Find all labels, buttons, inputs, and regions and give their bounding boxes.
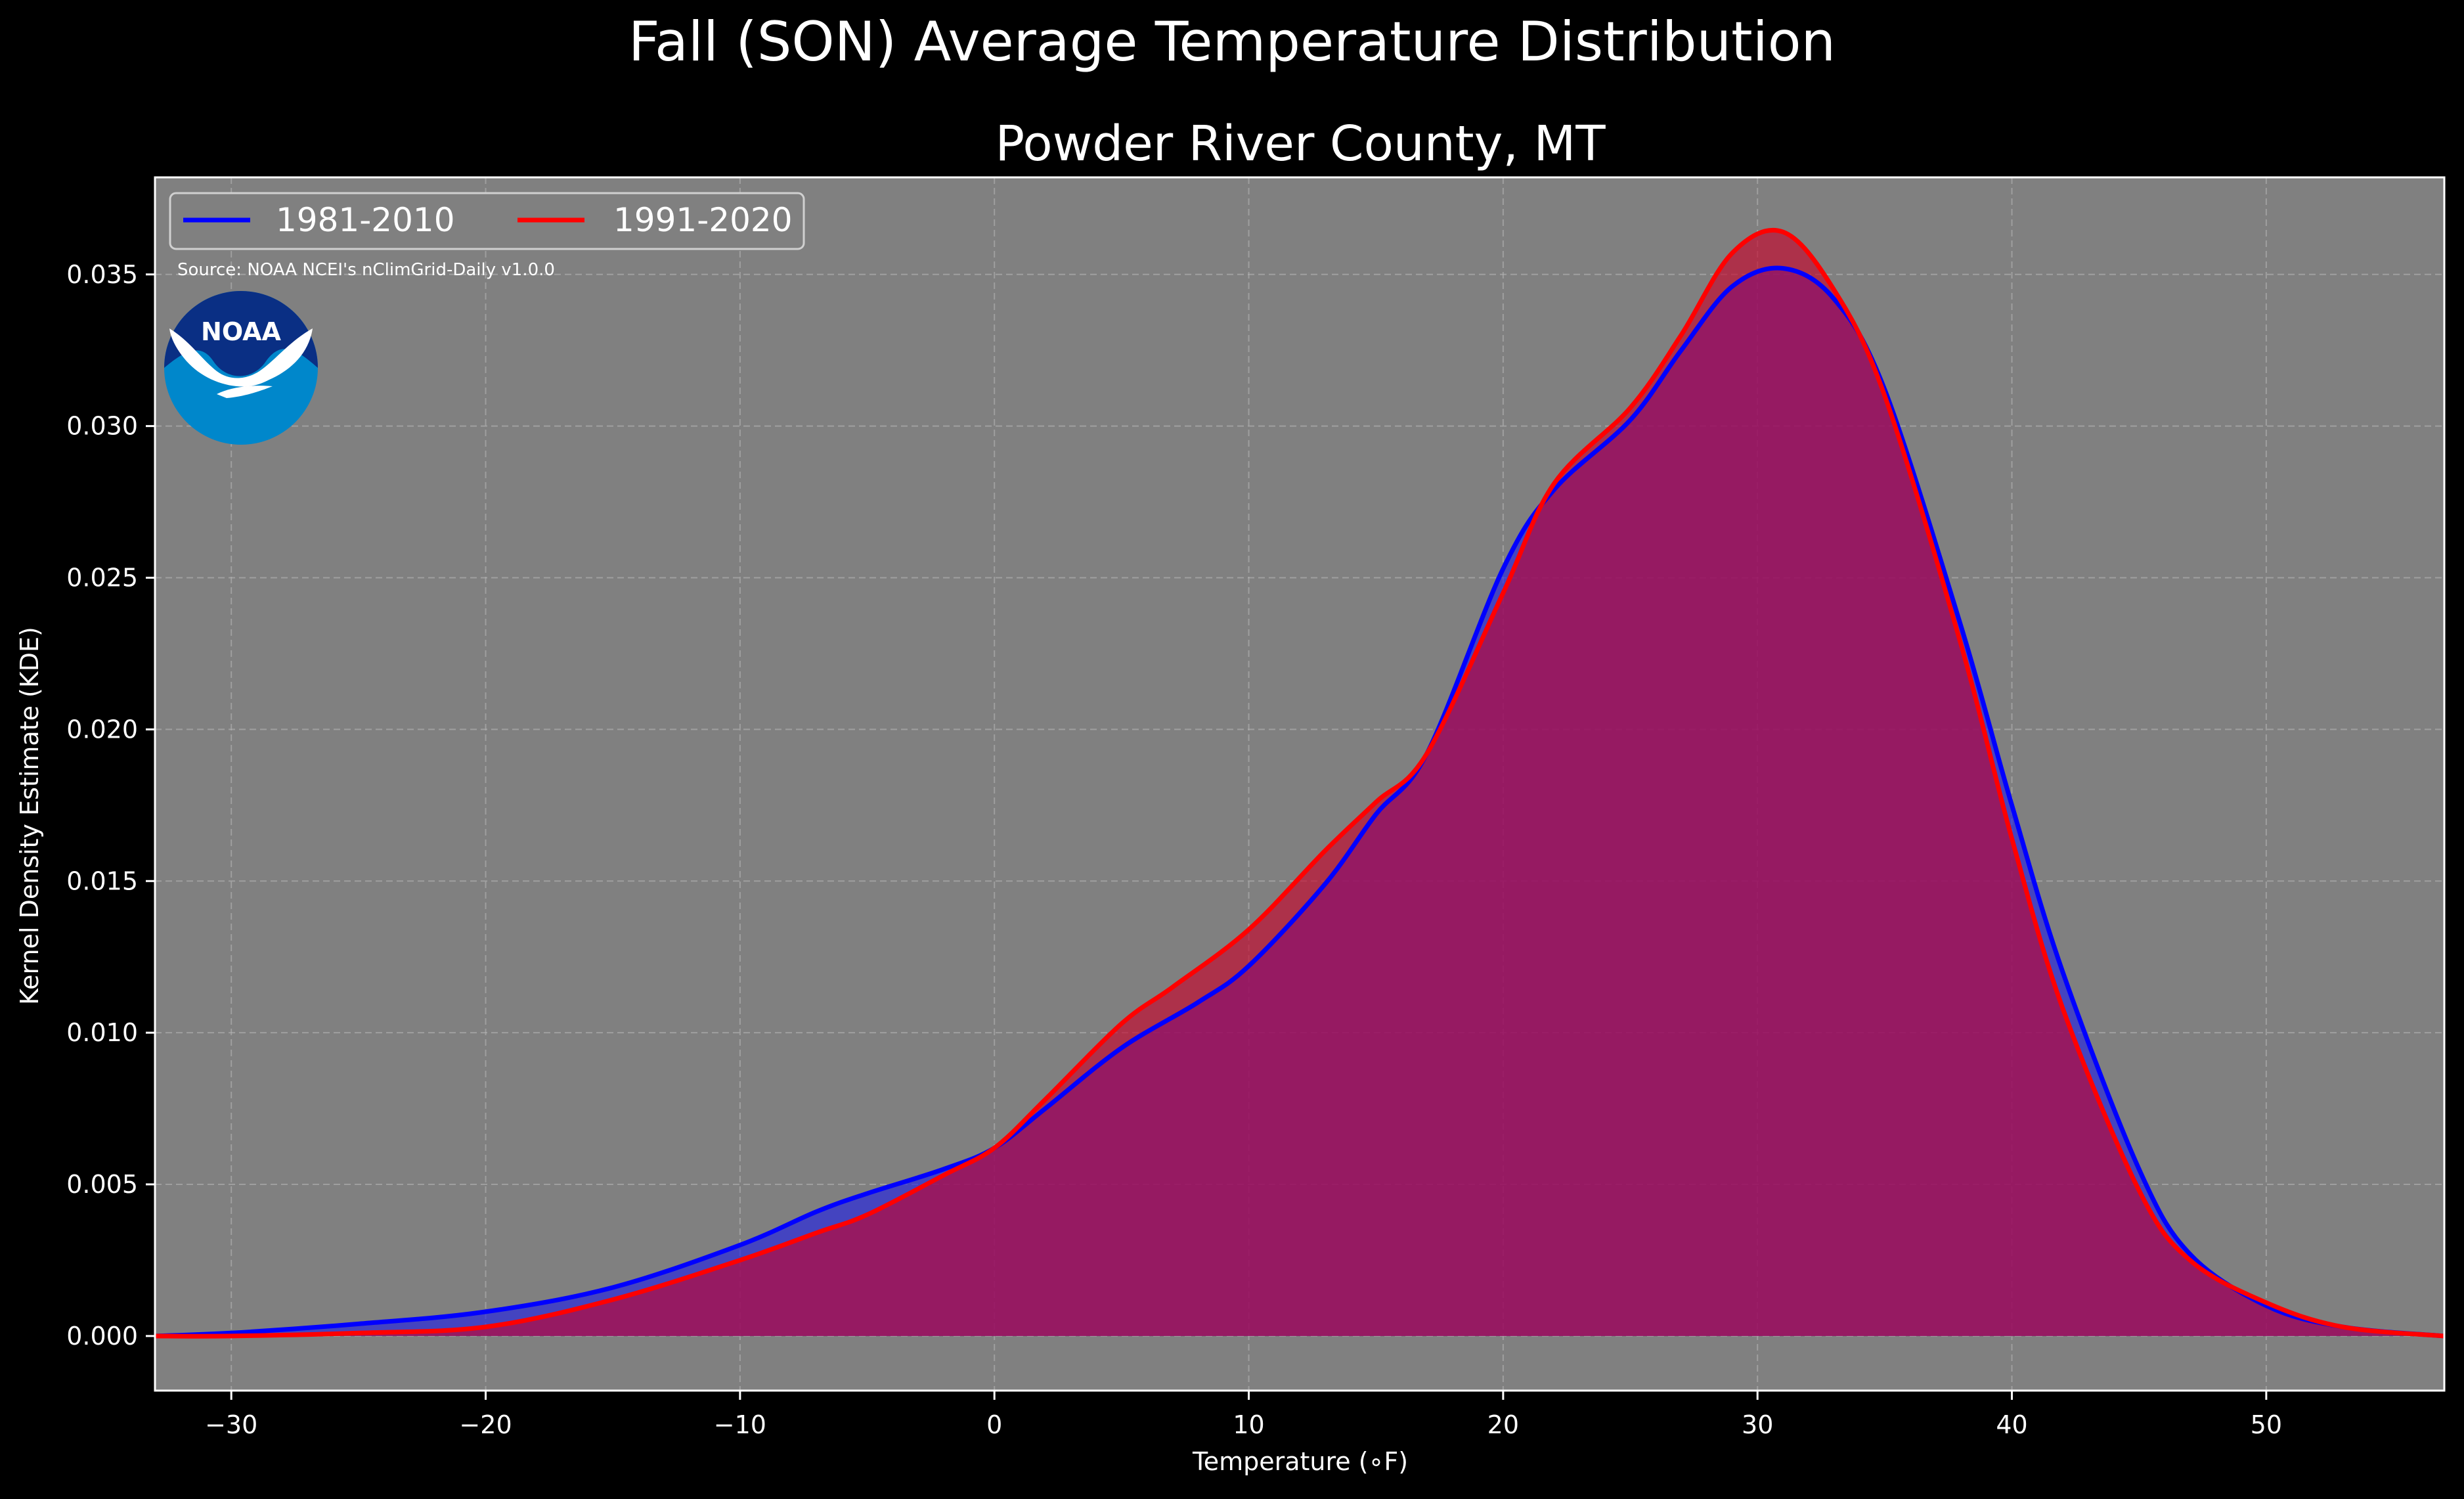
y-tick-label: 0.000 xyxy=(66,1322,138,1351)
noaa-logo-icon: NOAA xyxy=(164,291,318,445)
x-axis-label: Temperature (∘F) xyxy=(1192,1447,1408,1476)
x-tick-label: 50 xyxy=(2251,1410,2282,1439)
chart-suptitle: Fall (SON) Average Temperature Distribut… xyxy=(628,10,1836,74)
y-tick-label: 0.025 xyxy=(66,564,138,593)
series-fill-1991-2020 xyxy=(155,230,2444,1337)
y-axis-label: Kernel Density Estimate (KDE) xyxy=(15,627,44,1005)
y-tick-label: 0.030 xyxy=(66,412,138,441)
x-tick-label: 20 xyxy=(1487,1410,1519,1439)
legend-label-1991-2020: 1991-2020 xyxy=(613,201,793,239)
plot-frame xyxy=(154,176,2446,1392)
y-tick-label: 0.020 xyxy=(66,715,138,744)
legend: 1981-2010 1991-2020 xyxy=(169,192,805,250)
series-layer xyxy=(154,227,2445,1339)
x-tick-label: −20 xyxy=(459,1410,512,1439)
x-tick-label: −10 xyxy=(714,1410,766,1439)
x-tick-label: 30 xyxy=(1742,1410,1773,1439)
legend-label-1981-2010: 1981-2010 xyxy=(276,201,455,239)
x-tick-label: 40 xyxy=(1996,1410,2027,1439)
noaa-logo-text: NOAA xyxy=(201,317,281,346)
x-tick-label: 10 xyxy=(1233,1410,1264,1439)
chart-title: Powder River County, MT xyxy=(995,116,1606,172)
x-tick-label: 0 xyxy=(986,1410,1002,1439)
x-tick-label: −30 xyxy=(205,1410,257,1439)
legend-box xyxy=(169,192,805,250)
y-tick-label: 0.010 xyxy=(66,1018,138,1047)
y-tick-label: 0.035 xyxy=(66,260,138,289)
y-tick-label: 0.015 xyxy=(66,866,138,895)
series-line-1981-2010 xyxy=(154,265,2445,1339)
y-tick-label: 0.005 xyxy=(66,1170,138,1199)
series-line-1991-2020 xyxy=(154,227,2445,1339)
ticks: −30 −20 −10 0 10 20 30 40 50 0.000 0.005 0.010 0.015… xyxy=(66,260,2282,1439)
source-note: Source: NOAA NCEI's nClimGrid-Daily v1.0… xyxy=(177,260,555,280)
